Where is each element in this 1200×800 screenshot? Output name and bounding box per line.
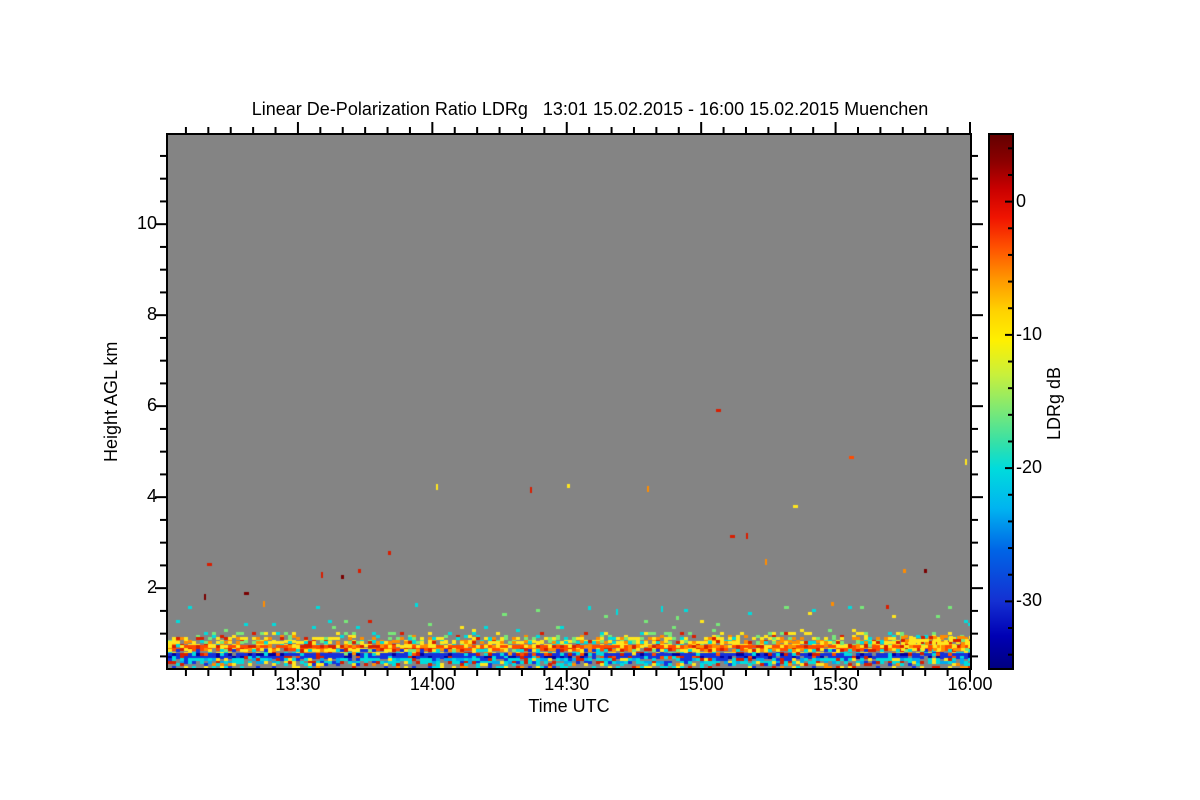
- colorbar-tick-label: -10: [1016, 323, 1043, 344]
- x-tick-label: 13:30: [275, 674, 321, 694]
- colorbar-tick-label: 0: [1016, 190, 1027, 211]
- colorbar-tick-label: -20: [1016, 457, 1043, 478]
- y-tick-label: 2: [146, 577, 157, 598]
- colorbar-title: LDRg dB: [1044, 366, 1064, 440]
- x-tick-label: 16:00: [947, 674, 993, 694]
- colorbar-tick-label: -30: [1016, 590, 1043, 611]
- x-tick-label: 15:30: [813, 674, 859, 694]
- colorbar-gradient: [990, 135, 1012, 668]
- y-tick-label: 10: [136, 213, 157, 234]
- x-tick-label: 14:00: [409, 674, 455, 694]
- x-axis-title: Time UTC: [528, 696, 610, 716]
- heatmap-canvas: [168, 135, 970, 668]
- x-tick-label: 14:30: [544, 674, 590, 694]
- y-tick-label: 8: [146, 304, 157, 325]
- plot-area: [168, 135, 970, 668]
- y-axis-title: Height AGL km: [101, 341, 121, 463]
- y-tick-label: 4: [146, 486, 157, 507]
- x-tick-label: 15:00: [678, 674, 724, 694]
- plot-title: Linear De-Polarization Ratio LDRg 13:01 …: [251, 99, 929, 119]
- y-tick-label: 6: [146, 395, 157, 416]
